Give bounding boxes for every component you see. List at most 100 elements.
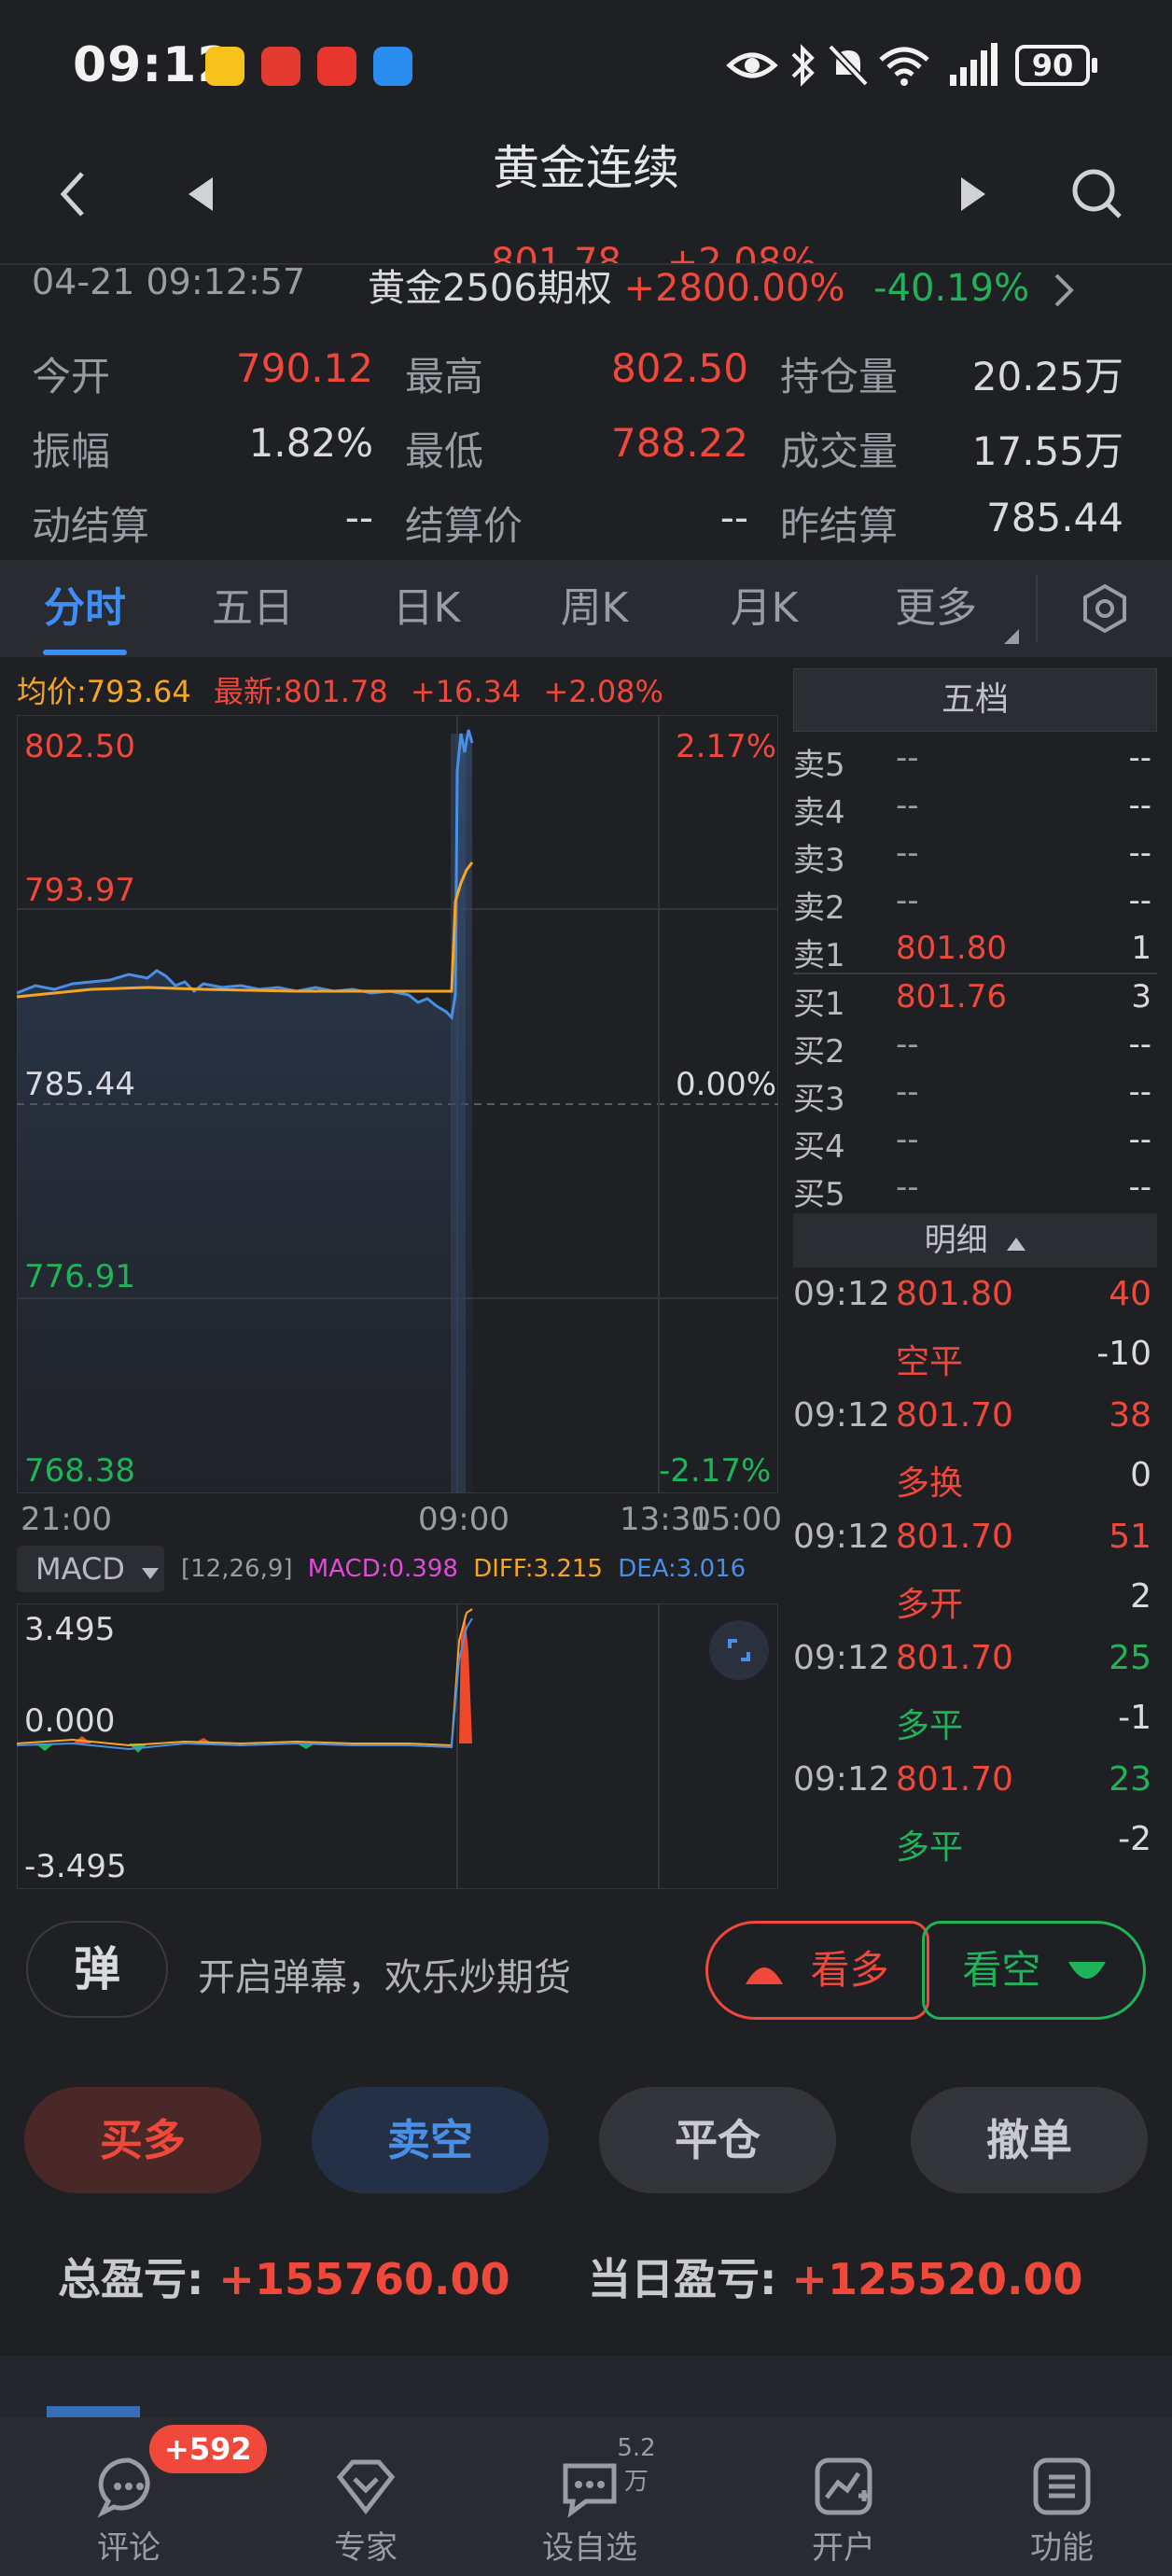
option-name: 黄金2506期权	[368, 267, 612, 310]
nav-experts[interactable]: 专家	[291, 2417, 440, 2576]
trade-type: 空平	[896, 1343, 964, 1381]
ask-row[interactable]: 卖4 -- --	[793, 783, 1157, 832]
macd-params: [12,26,9]	[181, 1555, 293, 1583]
detail-header[interactable]: 明细	[793, 1213, 1157, 1267]
dea-value: DEA:3.016	[618, 1555, 746, 1583]
nav-add-watchlist-label: 设自选	[542, 2529, 637, 2567]
nav-open-account[interactable]: 开户	[769, 2417, 918, 2576]
trade-type-row: 多平 -2	[793, 1820, 1157, 1880]
active-tab-underline	[43, 650, 127, 655]
ob-volume: --	[1128, 787, 1151, 824]
ask-row[interactable]: 卖5 -- --	[793, 735, 1157, 784]
ob-volume: 3	[1131, 978, 1151, 1015]
bear-arrow-icon	[1067, 1961, 1106, 1979]
bid-row[interactable]: 买3 -- --	[793, 1070, 1157, 1118]
stat-label: 成交量	[780, 428, 899, 474]
comment-icon	[97, 2457, 150, 2518]
next-contract-icon[interactable]	[957, 175, 989, 213]
danmaku-prompt[interactable]: 开启弹幕，欢乐炒期货	[198, 1956, 571, 1999]
nav-comments[interactable]: +592 评论	[54, 2417, 267, 2576]
tab-weekly-k[interactable]: 周K	[560, 584, 629, 632]
trade-volume: 40	[1109, 1275, 1151, 1313]
prev-contract-icon[interactable]	[185, 175, 216, 213]
close-position-button[interactable]: 平仓	[599, 2087, 836, 2193]
ob-level-label: 卖1	[793, 937, 845, 974]
bid-row[interactable]: 买4 -- --	[793, 1117, 1157, 1166]
ob-volume: --	[1128, 1026, 1151, 1063]
ob-level-label: 买4	[793, 1128, 845, 1166]
nav-add-watchlist[interactable]: 5.2万 设自选	[515, 2417, 664, 2576]
time-axis-mid: 13:30	[620, 1501, 711, 1538]
stat-label: 结算价	[405, 503, 523, 549]
bid-row[interactable]: 买5 -- --	[793, 1165, 1157, 1213]
daily-pnl-value: +125520.00	[791, 2254, 1083, 2304]
trade-row: 09:12 801.70 51	[793, 1518, 1157, 1577]
watch-count: 5.2万	[617, 2434, 656, 2496]
tab-intraday[interactable]: 分时	[44, 584, 126, 632]
ask-row[interactable]: 卖2 -- --	[793, 878, 1157, 927]
status-bar: 09:12 90	[0, 0, 1172, 131]
expand-chart-button[interactable]	[709, 1620, 769, 1680]
cancel-order-button[interactable]: 撤单	[911, 2087, 1148, 2193]
ob-level-label: 卖3	[793, 842, 845, 879]
total-pnl-value: +155760.00	[218, 2254, 510, 2304]
diff-value: DIFF:3.215	[473, 1555, 603, 1583]
chart-legend: 均价:793.64 最新:801.78 +16.34 +2.08%	[17, 668, 663, 711]
stat-value: 20.25万	[971, 354, 1123, 399]
battery-indicator: 90	[1015, 45, 1090, 86]
tab-more[interactable]: 更多	[895, 584, 977, 632]
bid-row[interactable]: 买2 -- --	[793, 1022, 1157, 1071]
caret-up-icon	[1007, 1238, 1026, 1251]
indicator-selector[interactable]: MACD	[17, 1546, 164, 1592]
ask-row[interactable]: 卖1 801.80 1	[793, 926, 1157, 974]
order-book-divider	[793, 973, 1157, 974]
detail-title: 明细	[924, 1222, 988, 1259]
search-icon[interactable]	[1069, 166, 1125, 222]
bid-row[interactable]: 买1 801.76 3	[793, 974, 1157, 1023]
buy-long-button[interactable]: 买多	[24, 2087, 261, 2193]
ob-level-label: 买5	[793, 1176, 845, 1213]
ob-price: --	[896, 787, 919, 824]
trade-type-row: 多换 0	[793, 1456, 1157, 1516]
chart-settings-icon[interactable]	[1079, 582, 1131, 635]
tab-5day[interactable]: 五日	[212, 584, 294, 632]
bear-button[interactable]: 看空	[922, 1921, 1146, 2020]
bull-button[interactable]: 看多	[705, 1921, 929, 2020]
expand-icon	[728, 1639, 750, 1661]
trade-type: 多平	[896, 1707, 964, 1745]
danmaku-toggle[interactable]: 弹	[26, 1921, 168, 2018]
back-icon[interactable]	[54, 168, 91, 220]
bear-label: 看空	[962, 1947, 1041, 1993]
stat-value: 790.12	[236, 345, 373, 391]
avg-price-line	[17, 861, 474, 999]
time-axis-open: 09:00	[418, 1501, 509, 1538]
hidden-price: 801.78	[491, 241, 621, 265]
battery-tip	[1092, 58, 1097, 73]
stat-label: 今开	[32, 354, 111, 399]
ob-price: --	[896, 834, 919, 872]
trade-oi-delta: 2	[1130, 1577, 1151, 1616]
trade-row: 09:12 801.70 38	[793, 1396, 1157, 1456]
macd-chart[interactable]	[17, 1603, 778, 1889]
sell-short-button[interactable]: 卖空	[312, 2087, 549, 2193]
ob-level-label: 买2	[793, 1033, 845, 1071]
option-change-a: +2800.00%	[623, 267, 845, 310]
price-axis-upper: 793.97	[24, 872, 135, 909]
expert-icon	[336, 2459, 396, 2515]
caret-down-icon	[142, 1568, 160, 1579]
option-link[interactable]: 黄金2506期权 +2800.00% -40.19%	[368, 258, 1161, 310]
trade-row: 09:12 801.70 25	[793, 1639, 1157, 1699]
nav-functions[interactable]: 功能	[987, 2417, 1137, 2576]
tab-daily-k[interactable]: 日K	[392, 584, 461, 632]
quote-divider	[0, 263, 1172, 265]
macd-axis-bottom: -3.495	[24, 1848, 127, 1885]
tab-monthly-k[interactable]: 月K	[730, 584, 799, 632]
bluetooth-icon	[791, 44, 815, 87]
ob-price: --	[896, 1121, 919, 1158]
functions-icon	[1033, 2457, 1091, 2515]
intraday-chart[interactable]	[17, 715, 778, 1493]
daily-pnl-label: 当日盈亏:	[588, 2254, 777, 2304]
stat-value: 17.55万	[971, 428, 1123, 474]
ask-row[interactable]: 卖3 -- --	[793, 831, 1157, 879]
ob-price: 801.76	[896, 978, 1007, 1015]
